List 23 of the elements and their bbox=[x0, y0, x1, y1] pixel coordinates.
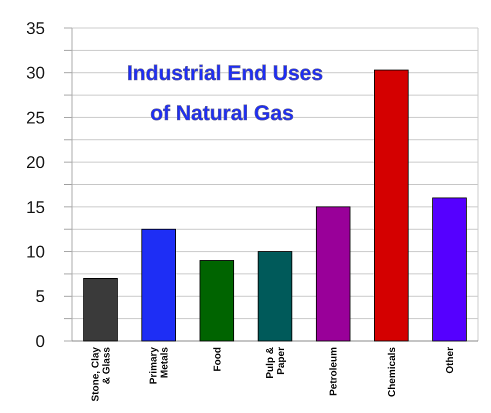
x-tick-label: Primary Metals bbox=[148, 346, 171, 384]
bar bbox=[141, 228, 176, 342]
y-tick-label: 5 bbox=[36, 287, 45, 306]
bar bbox=[83, 278, 118, 342]
y-tick-label: 0 bbox=[36, 332, 45, 351]
bar bbox=[374, 70, 409, 342]
x-tick-label: Other bbox=[445, 346, 456, 374]
y-tick-label: 20 bbox=[26, 153, 45, 172]
text: Industrial End Uses of Natural Gas bbox=[126, 62, 324, 125]
x-tick-label: Stone, Clay & Glass bbox=[90, 346, 112, 402]
y-tick-label: 30 bbox=[26, 64, 45, 83]
x-tick-label: Chemicals bbox=[386, 346, 398, 398]
bar bbox=[432, 198, 467, 342]
bar bbox=[258, 251, 292, 342]
y-tick-label: 35 bbox=[26, 18, 45, 38]
y-tick-label: 10 bbox=[26, 242, 45, 262]
bar bbox=[316, 206, 350, 342]
x-tick-label: Petroleum bbox=[328, 346, 340, 396]
x-tick-label: Food bbox=[212, 347, 224, 372]
y-tick-label: 25 bbox=[26, 108, 45, 128]
x-tick-label: Pulp & Paper bbox=[265, 346, 287, 379]
bar bbox=[200, 260, 234, 342]
y-tick-label: 15 bbox=[26, 198, 45, 217]
